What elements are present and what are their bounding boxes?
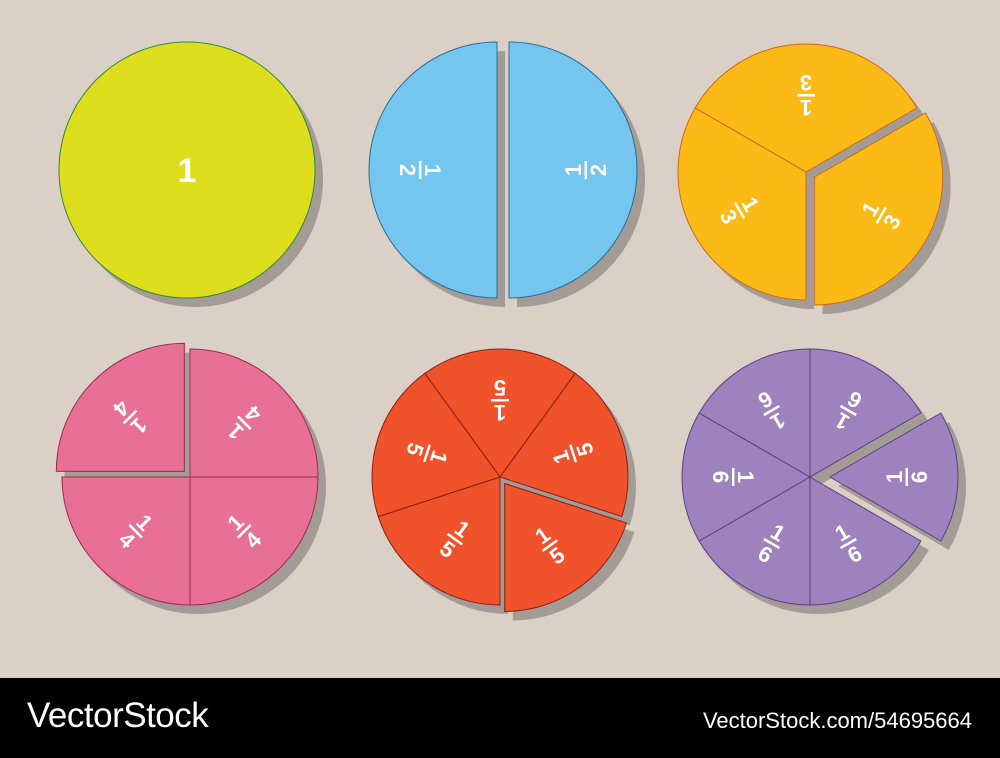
fraction-slice: 15 [377,476,501,606]
slice-shape [189,348,319,478]
fraction-numerator: 1 [800,95,812,120]
fraction-numerator: 1 [420,164,445,176]
fraction-bar [733,201,746,219]
fraction-label: 16 [708,468,758,486]
fraction-circle-whole: 1 [58,41,323,307]
slice-shape [504,482,628,612]
fraction-numerator: 1 [494,400,506,425]
fraction-bar [839,537,857,550]
fraction-circle-halves: 1 212 [368,41,645,307]
slice-shape [499,372,629,518]
slice-shape [58,41,316,299]
slice-shape [61,476,191,606]
fraction-bar [446,532,463,546]
slice-shape [809,348,922,478]
fraction-label: 13 [797,70,815,120]
slice-shape [681,412,811,542]
fraction-slice: 16 [809,348,922,478]
fraction-numerator: 1 [561,164,586,176]
fraction-bar [569,444,578,463]
fraction-bar [763,404,781,417]
whole-circle: 1 [58,41,316,299]
whole-label: 1 [178,152,197,190]
fraction-bar [128,524,143,539]
fraction-numerator: 1 [882,471,907,483]
slice-shape [809,476,922,606]
fraction-slice: 15 [499,372,629,518]
fraction-bar [237,415,252,430]
slice-shape [377,476,501,606]
fraction-denominator: 3 [800,70,812,95]
fraction-slice: 16 [681,412,811,542]
slice-shape [371,372,501,518]
fraction-bar [875,206,887,224]
slice-shape [368,41,498,299]
fraction-label: 15 [491,375,509,425]
fraction-slice: 16 [698,476,811,606]
fraction-denominator: 2 [395,164,420,176]
fraction-bar [122,409,138,425]
fraction-slice: 16 [809,476,922,606]
slice-shape [694,43,918,173]
slice-shape [424,348,576,478]
slice-shape [508,41,638,299]
fraction-denominator: 6 [708,471,733,483]
fraction-bar [839,404,857,417]
image-reference: VectorStock.com/54695664 [702,708,972,733]
slice-shape [677,107,807,301]
fraction-label: 12 [395,161,445,179]
slice-shape [189,476,319,606]
fraction-slice: 15 [424,348,576,478]
fraction-denominator: 6 [907,471,932,483]
fraction-slice: 13 [694,43,918,173]
fraction-bar [422,444,431,463]
watermark-footer: VectorStock VectorStock.com/54695664 [0,678,1000,758]
fraction-slice: 13 [814,112,944,306]
fraction-slice: 15 [504,482,628,612]
fraction-numerator: 1 [733,471,758,483]
fraction-denominator: 5 [494,375,506,400]
slice-shape [698,476,811,606]
fraction-slice: 14 [61,476,191,606]
fraction-slice: 13 [677,107,807,301]
slice-shape [55,342,185,472]
fraction-denominator: 2 [586,164,611,176]
fraction-slice: 12 [368,41,498,299]
fraction-slice: 15 [371,372,501,518]
slice-shape [829,412,959,542]
fraction-bar [541,539,558,552]
fraction-slice: 14 [189,348,319,478]
fraction-bar [237,524,252,539]
fraction-bar [763,537,781,550]
fraction-slice: 14 [55,342,185,472]
fraction-slice: 16 [698,348,811,478]
slice-shape [814,112,944,306]
slice-shape [698,348,811,478]
brand-logo-text: VectorStock [27,696,209,735]
fraction-slice: 14 [189,476,319,606]
